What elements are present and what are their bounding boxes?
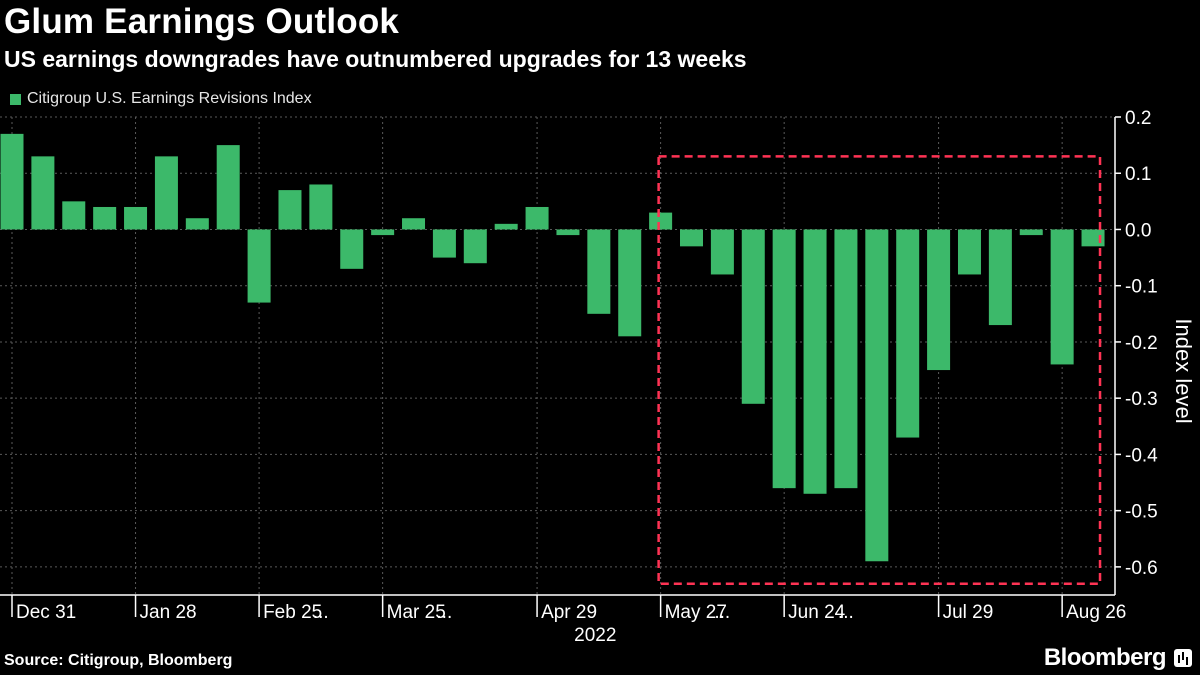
x-tick-label: Apr 29 [541, 602, 597, 623]
y-tick-label: 0.1 [1125, 164, 1151, 185]
bar [710, 229, 734, 275]
bar [649, 212, 673, 230]
y-tick-label: 0.0 [1125, 220, 1151, 241]
bar [988, 229, 1012, 326]
bar [556, 229, 580, 236]
bar [216, 145, 240, 230]
bar [772, 229, 796, 489]
bar [587, 229, 611, 314]
bar [402, 218, 426, 230]
highlight-box [657, 155, 1102, 586]
brand-name: Bloomberg [1043, 644, 1167, 671]
x-year-label: 2022 [574, 625, 616, 646]
x-tick-label: ... [436, 602, 452, 623]
bar [896, 229, 920, 438]
legend-swatch [10, 93, 21, 105]
y-tick-label: -0.4 [1125, 445, 1158, 466]
x-tick-label: Aug 26 [1066, 602, 1126, 623]
bar [865, 229, 889, 562]
bar [525, 206, 549, 230]
x-tick-label: Jan 28 [140, 602, 197, 623]
bar [463, 229, 487, 264]
bar [185, 218, 209, 230]
bar [432, 229, 456, 258]
bar [494, 223, 518, 230]
x-tick-label: ... [838, 602, 854, 623]
source-note: Source: Citigroup, Bloomberg [4, 652, 233, 669]
bar [62, 201, 86, 230]
chart-title: Glum Earnings Outlook [4, 2, 400, 41]
bar [93, 206, 117, 230]
bar [31, 156, 55, 230]
bar [154, 156, 178, 230]
bar [340, 229, 364, 269]
legend-label: Citigroup U.S. Earnings Revisions Index [27, 90, 312, 107]
bar [680, 229, 704, 247]
bar [957, 229, 981, 275]
bar [741, 229, 765, 404]
y-axis-title: Index level [1171, 318, 1196, 423]
bar [278, 190, 302, 230]
x-tick-label: May 27 [665, 602, 727, 623]
y-tick-label: -0.3 [1125, 389, 1158, 410]
bar [247, 229, 271, 303]
x-tick-label: Mar 25 [387, 602, 446, 623]
x-tick-label: Feb 25 [263, 602, 322, 623]
y-tick-label: -0.5 [1125, 502, 1158, 523]
y-tick-label: -0.2 [1125, 333, 1158, 354]
bar [1050, 229, 1074, 365]
bar [803, 229, 827, 494]
x-tick-label: ... [714, 602, 730, 623]
brand-logo: Bloomberg [1044, 644, 1192, 672]
x-tick-label: ... [313, 602, 329, 623]
y-tick-label: 0.2 [1125, 108, 1151, 129]
bar [309, 184, 333, 230]
bar [834, 229, 858, 489]
bloomberg-chart-icon [1174, 649, 1192, 667]
x-tick-label: Dec 31 [16, 602, 76, 623]
bar [618, 229, 642, 337]
bar [0, 133, 24, 230]
bar [927, 229, 951, 371]
y-tick-label: -0.1 [1125, 277, 1158, 298]
bar [1019, 229, 1043, 236]
bar [371, 229, 395, 236]
chart-legend: Citigroup U.S. Earnings Revisions Index [10, 90, 312, 108]
chart-subtitle: US earnings downgrades have outnumbered … [4, 46, 747, 72]
bar [124, 206, 148, 230]
x-tick-label: Jul 29 [943, 602, 994, 623]
y-tick-label: -0.6 [1125, 558, 1158, 579]
x-tick-label: Jun 24 [788, 602, 845, 623]
